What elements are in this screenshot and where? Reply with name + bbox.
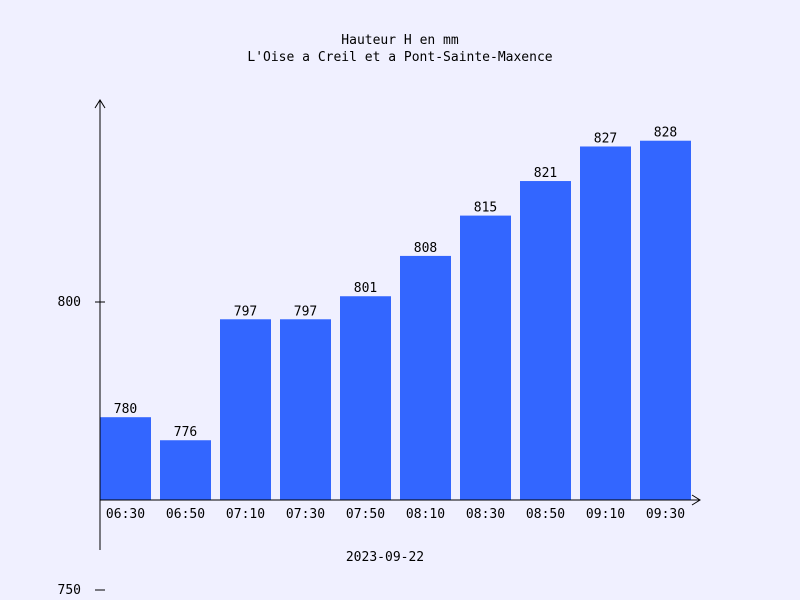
x-ticks-group: 06:30 06:50 07:10 07:30 07:50 08:10 08:30 08:50… [106,507,685,522]
x-tick-label: 08:30 [466,507,505,522]
bar-07:10 [220,319,271,500]
y-ticks-group: 750 800 [58,295,105,598]
x-tick-label: 09:10 [586,507,625,522]
bar-07:50 [340,296,391,500]
data-label: 797 [234,304,257,319]
bar-09:30 [640,140,691,500]
y-axis-arrow [94,99,106,109]
bar-08:10 [400,255,451,500]
chart-subtitle: L'Oise a Creil et a Pont-Sainte-Maxence [247,50,553,65]
bar-06:30 [100,417,151,500]
x-axis-label: 2023-09-22 [345,550,425,565]
data-label: 828 [654,126,677,141]
chart-title: Hauteur H en mm [341,33,459,48]
bar-07:30 [280,319,331,500]
data-label: 780 [114,402,137,417]
bar-08:50 [520,181,571,501]
x-tick-label: 09:30 [646,507,685,522]
x-tick-label: 07:30 [286,507,325,522]
y-tick-label: 750 [58,583,81,598]
bar-08:30 [460,215,511,500]
x-tick-label: 06:30 [106,507,145,522]
data-label: 801 [354,281,377,296]
bar-06:50 [160,440,211,500]
data-label: 827 [594,131,617,146]
x-tick-label: 07:10 [226,507,265,522]
bars-group [100,140,691,501]
data-label: 776 [174,425,197,440]
x-tick-label: 06:50 [166,507,205,522]
x-tick-label: 08:50 [526,507,565,522]
data-labels-group: 780 776 797 797 801 808 815 821 827 828 [114,126,677,441]
bar-09:10 [580,146,631,501]
x-axis-arrow [691,494,701,506]
data-label: 797 [294,304,317,319]
data-label: 815 [474,201,497,216]
y-tick-label: 800 [58,295,81,310]
x-tick-label: 07:50 [346,507,385,522]
axes-group [94,99,701,550]
data-label: 808 [414,241,437,256]
x-tick-label: 08:10 [406,507,445,522]
data-label: 821 [534,166,557,181]
